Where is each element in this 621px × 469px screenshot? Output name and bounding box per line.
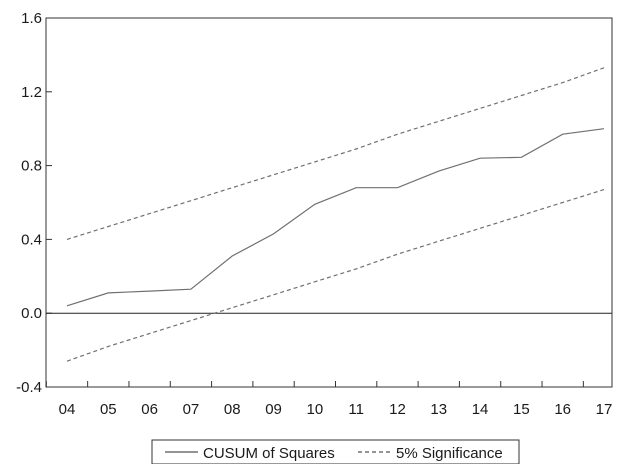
x-tick-label: 07: [183, 401, 200, 418]
y-axis: 1.6 1.2 0.8 0.4 0.0 -0.4: [16, 10, 52, 396]
x-tick-label: 16: [554, 401, 571, 418]
x-tick-label: 12: [389, 401, 406, 418]
legend-label-cusum: CUSUM of Squares: [203, 445, 335, 462]
y-tick-label: 0.4: [21, 231, 42, 248]
legend-label-significance: 5% Significance: [396, 445, 503, 462]
series-line-cusum-of-squares: [66, 128, 605, 307]
x-tick-label: 15: [513, 401, 530, 418]
y-tick-label: 0.8: [21, 158, 42, 175]
x-tick-label: 10: [307, 401, 324, 418]
x-tick-label: 14: [472, 401, 489, 418]
series-layer: [66, 67, 605, 362]
x-tick-label: 09: [265, 401, 282, 418]
x-tick-label: 04: [59, 401, 76, 418]
x-axis: 04 05 06 07 08 09 10 11 12 13 14 15 16 17: [45, 381, 613, 418]
y-tick-label: 0.0: [21, 305, 42, 322]
x-tick-label: 05: [100, 401, 117, 418]
x-tick-label: 17: [596, 401, 613, 418]
legend: CUSUM of Squares 5% Significance: [151, 439, 520, 465]
x-tick-label: 08: [224, 401, 241, 418]
y-tick-label: 1.2: [21, 84, 42, 101]
series-line-upper-significance: [66, 67, 605, 240]
y-tick-label: 1.6: [21, 10, 42, 27]
legend-box: [151, 439, 520, 465]
y-tick-label: -0.4: [16, 379, 42, 396]
x-tick-label: 11: [348, 401, 364, 418]
series-line-lower-significance: [66, 189, 605, 362]
x-tick-label: 06: [141, 401, 158, 418]
x-tick-label: 13: [430, 401, 447, 418]
plot-frame: [45, 17, 613, 388]
